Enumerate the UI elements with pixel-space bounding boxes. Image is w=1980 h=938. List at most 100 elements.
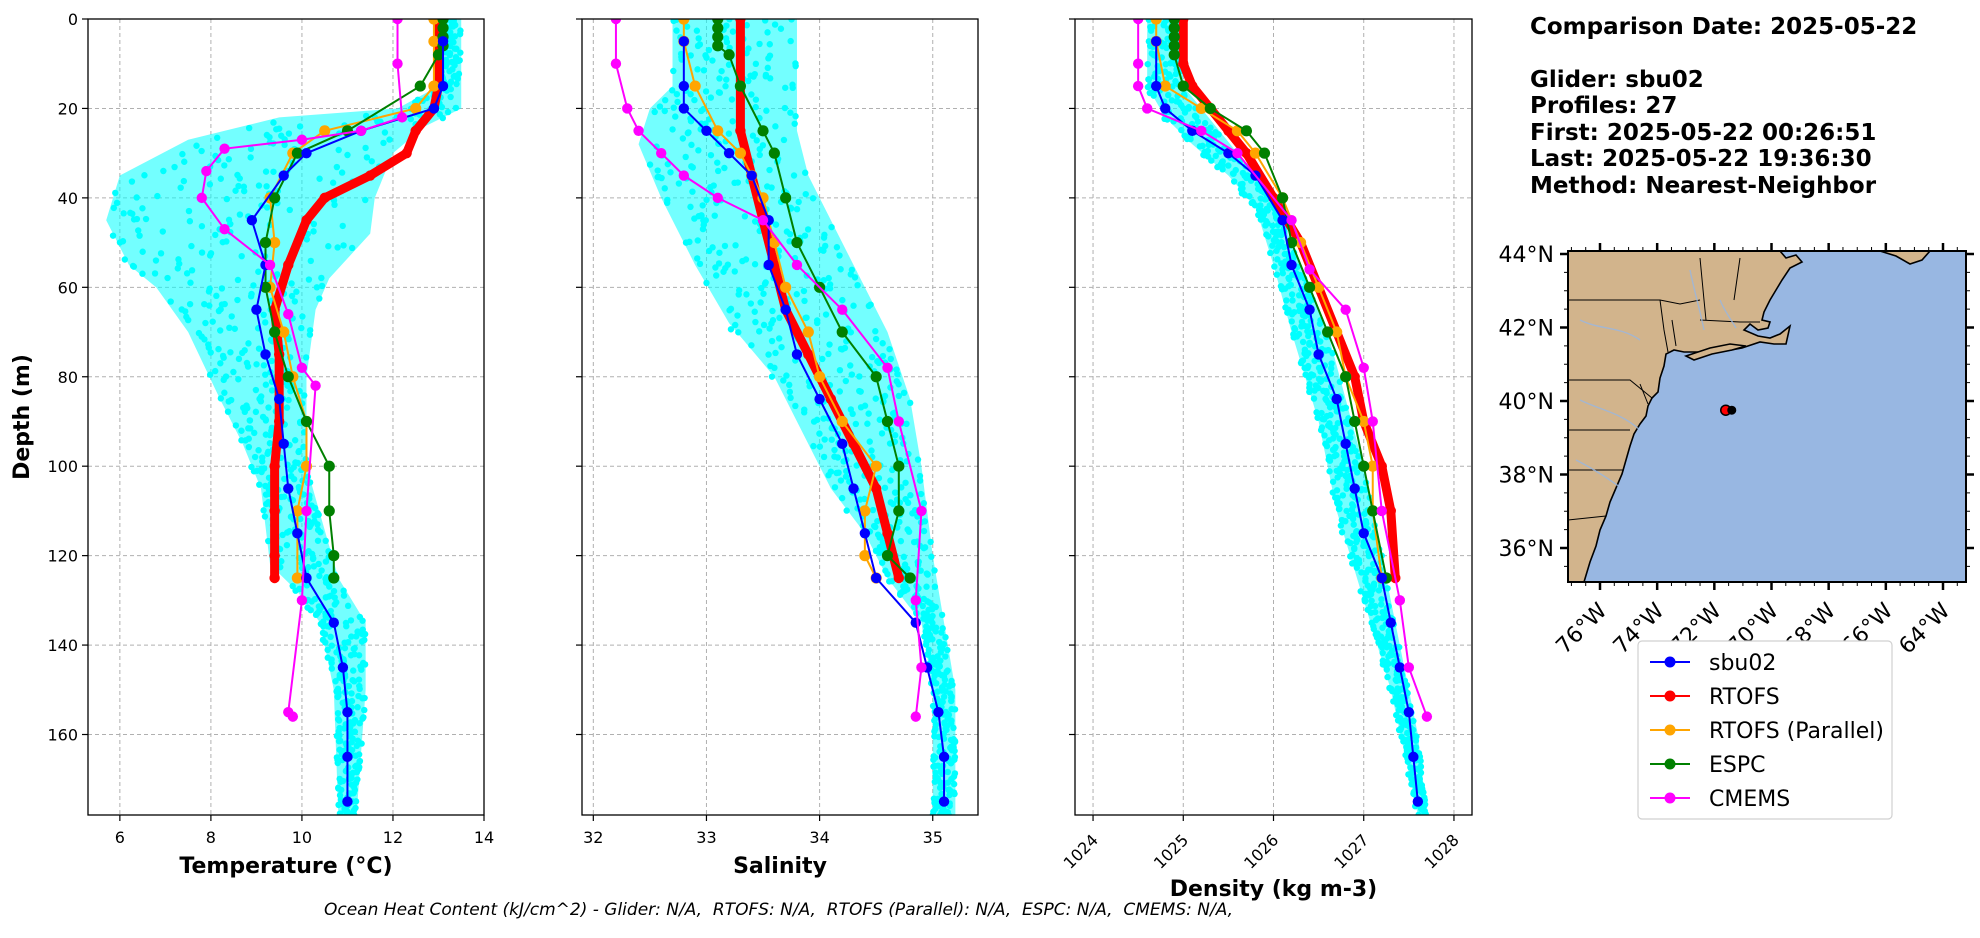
glider-raw-point: [895, 381, 902, 388]
series-point: [768, 147, 780, 159]
glider-raw-point: [721, 164, 728, 172]
glider-raw-point: [874, 517, 881, 525]
glider-location-marker-secondary: [1727, 405, 1737, 415]
glider-raw-point: [1404, 729, 1411, 737]
glider-raw-point: [1329, 478, 1337, 485]
glider-raw-point: [716, 89, 724, 96]
glider-raw-point: [1350, 521, 1357, 528]
glider-raw-point: [247, 145, 255, 153]
series-point: [814, 371, 826, 383]
glider-raw-point: [262, 319, 269, 326]
glider-raw-point: [748, 342, 755, 349]
glider-raw-point: [1159, 43, 1166, 50]
glider-raw-point: [834, 454, 842, 461]
y-axis-label: Depth (m): [10, 354, 35, 480]
map-nova-scotia: [1879, 251, 1932, 265]
series-point: [1223, 125, 1234, 136]
glider-raw-point: [232, 422, 240, 429]
series-point: [701, 125, 712, 136]
glider-raw-point: [1383, 666, 1390, 673]
glider-raw-point: [718, 67, 725, 75]
glider-raw-point: [325, 243, 332, 250]
series-point: [1132, 19, 1144, 25]
glider-raw-point: [847, 362, 854, 369]
glider-raw-point: [786, 381, 793, 389]
series-point: [269, 550, 280, 561]
glider-raw-point: [739, 257, 746, 265]
glider-raw-point: [157, 250, 165, 257]
glider-raw-point: [1313, 409, 1320, 416]
glider-raw-point: [270, 119, 277, 126]
glider-raw-point: [330, 587, 338, 595]
glider-raw-point: [682, 239, 690, 246]
series-point: [428, 35, 440, 47]
series-point: [1187, 80, 1198, 92]
glider-raw-point: [1407, 764, 1414, 771]
glider-raw-point: [283, 404, 291, 411]
series-point: [904, 572, 916, 584]
series-point: [734, 80, 747, 92]
series-point: [283, 259, 294, 271]
glider-raw-point: [341, 639, 348, 646]
glider-raw-point: [747, 300, 755, 307]
glider-raw-point: [1172, 70, 1180, 78]
glider-raw-point: [800, 409, 808, 416]
glider-raw-point: [869, 506, 877, 514]
glider-raw-point: [1349, 515, 1357, 523]
series-point: [1421, 711, 1433, 722]
glider-raw-point: [887, 355, 894, 363]
y-tick-label: 160: [47, 726, 78, 745]
glider-raw-point: [672, 113, 679, 120]
glider-raw-point: [1280, 262, 1287, 270]
series-point: [1151, 36, 1162, 47]
glider-raw-point: [843, 507, 850, 514]
glider-raw-point: [288, 292, 296, 300]
glider-raw-point: [868, 353, 876, 361]
glider-raw-point: [334, 756, 341, 764]
y-tick-label: 20: [58, 99, 78, 118]
glider-raw-point: [262, 381, 270, 388]
glider-raw-point: [1421, 794, 1428, 801]
series-point: [1132, 58, 1144, 69]
glider-raw-point: [769, 307, 776, 315]
series-point: [328, 572, 340, 584]
series-point: [1286, 259, 1297, 271]
map-rivers: [1575, 269, 1737, 491]
series-point: [791, 259, 803, 271]
footer-ohc: Ocean Heat Content (kJ/cm^2) - Glider: N…: [324, 900, 1234, 920]
glider-raw-point: [255, 447, 262, 454]
legend-marker: [1664, 690, 1676, 702]
glider-raw-point: [710, 182, 717, 189]
glider-raw-point: [442, 63, 449, 70]
series-point: [1241, 147, 1252, 159]
glider-raw-point: [941, 681, 948, 688]
glider-raw-point: [234, 276, 242, 284]
series-point: [802, 326, 814, 338]
series-point: [342, 751, 353, 763]
glider-raw-point: [255, 345, 263, 352]
glider-raw-point: [757, 299, 764, 306]
glider-raw-point: [1361, 597, 1369, 605]
glider-raw-point: [341, 725, 348, 732]
glider-raw-point: [828, 436, 835, 443]
glider-raw-point: [355, 676, 363, 683]
glider-raw-point: [842, 473, 850, 480]
series-point: [1358, 362, 1369, 374]
glider-raw-point: [950, 773, 958, 780]
glider-raw-point: [906, 399, 914, 407]
glider-raw-point: [1349, 560, 1356, 567]
glider-raw-point: [351, 812, 358, 815]
series-point: [396, 112, 408, 123]
glider-raw-point: [1272, 238, 1280, 245]
series-point: [337, 662, 349, 673]
glider-raw-point: [1336, 435, 1343, 442]
series-point: [1367, 416, 1378, 427]
glider-raw-point: [179, 150, 186, 158]
glider-raw-point: [290, 475, 298, 483]
glider-raw-point: [923, 616, 931, 624]
glider-raw-point: [816, 443, 824, 450]
series-point: [938, 751, 950, 763]
series-point: [365, 170, 376, 181]
glider-raw-point: [771, 364, 778, 372]
glider-raw-point: [263, 183, 270, 190]
